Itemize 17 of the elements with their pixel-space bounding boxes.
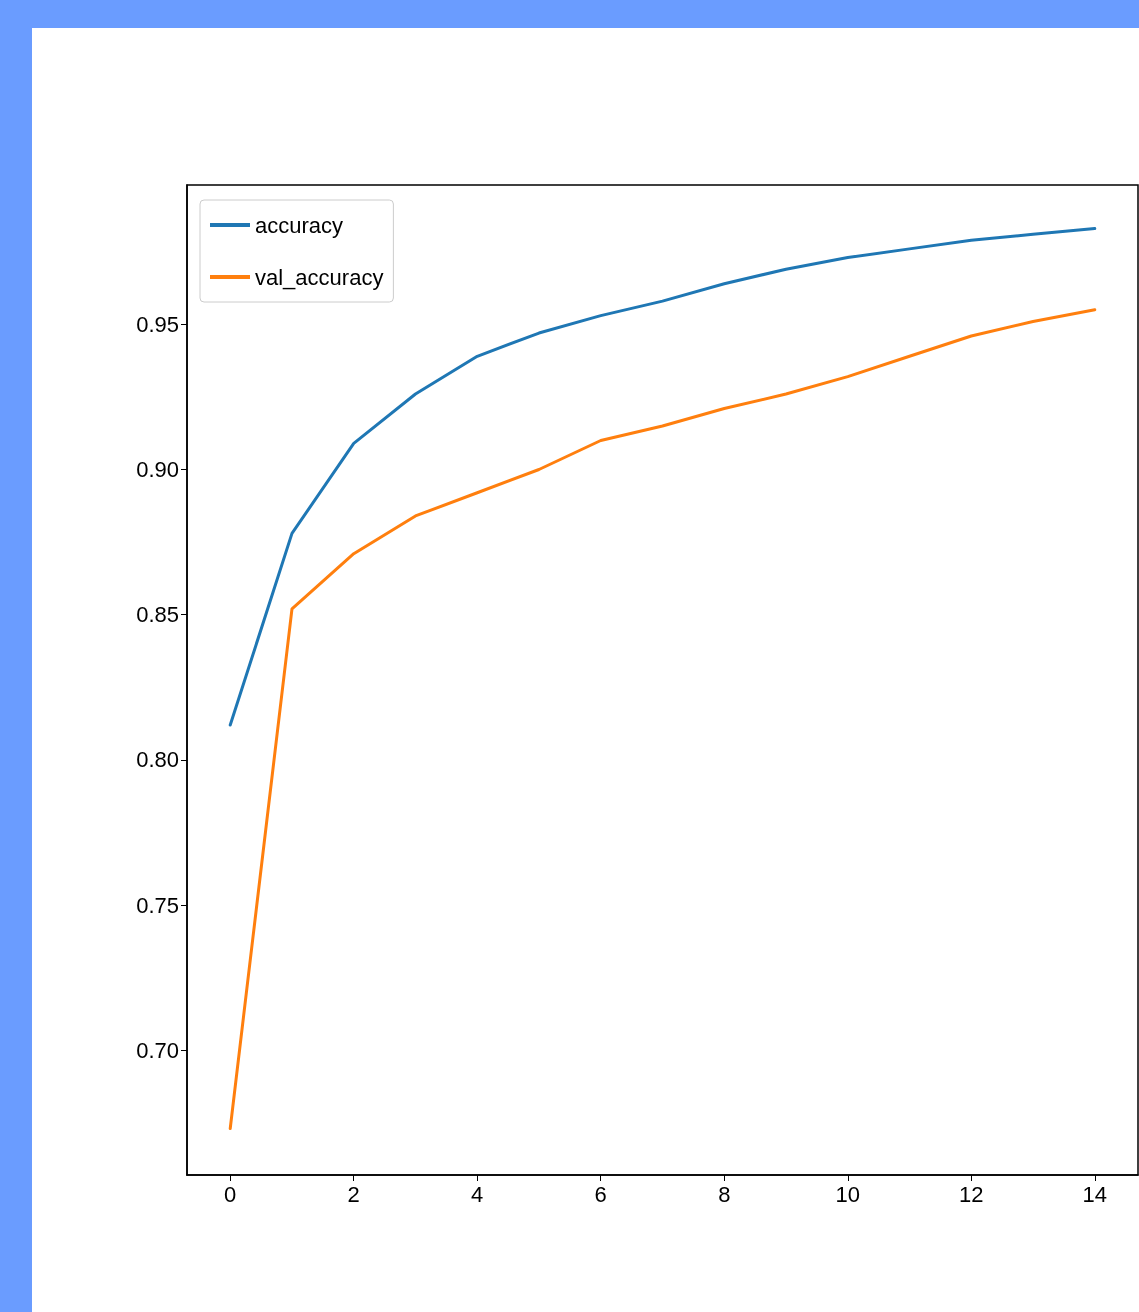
y-tick-label: 0.95 — [136, 311, 179, 337]
y-tick-label: 0.70 — [136, 1037, 179, 1063]
x-tick-label: 12 — [959, 1181, 984, 1207]
x-tick-label: 8 — [718, 1181, 731, 1207]
x-tick-label: 14 — [1082, 1181, 1108, 1207]
y-tick-label: 0.90 — [136, 457, 179, 483]
legend-label: val_accuracy — [255, 264, 384, 290]
x-tick-label: 6 — [594, 1181, 607, 1207]
x-tick-label: 10 — [835, 1181, 860, 1207]
y-tick-label: 0.85 — [136, 602, 179, 628]
y-tick-label: 0.80 — [136, 747, 179, 773]
x-tick-label: 2 — [347, 1181, 360, 1207]
y-tick-label: 0.75 — [136, 892, 179, 918]
x-tick-label: 4 — [471, 1181, 484, 1207]
legend-label: accuracy — [255, 212, 344, 238]
x-tick-label: 0 — [224, 1181, 237, 1207]
line-series — [228, 308, 1097, 1131]
